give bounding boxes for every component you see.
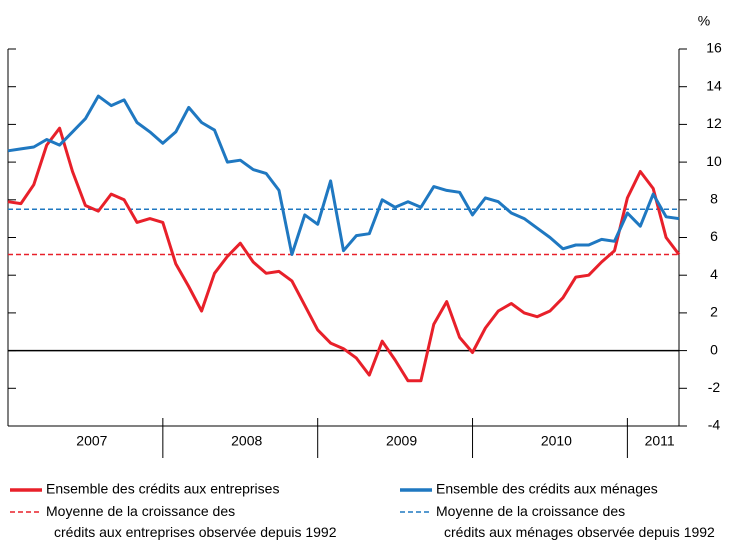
y-tick-label: -4 [708, 417, 721, 433]
legend-label: Ensemble des crédits aux ménages [436, 481, 658, 497]
y-tick-label: 0 [710, 341, 718, 357]
legend-label: Ensemble des crédits aux entreprises [46, 481, 279, 497]
data-line [7, 126, 681, 383]
y-tick-label: 2 [710, 304, 718, 320]
x-tick-label: 2011 [645, 433, 675, 449]
y-tick-label: 10 [706, 153, 722, 169]
x-tick-label: 2009 [386, 433, 417, 449]
x-tick-label: 2008 [231, 433, 262, 449]
y-tick-label: 14 [706, 77, 722, 93]
legend-label: Moyenne de la croissance des crédits aux … [436, 503, 715, 540]
data-line [7, 94, 680, 256]
legend-label: Moyenne de la croissance des crédits aux … [46, 503, 337, 540]
y-tick-label: 16 [706, 40, 722, 56]
y-tick-label: 12 [706, 115, 722, 131]
y-tick-label: 8 [710, 191, 718, 207]
y-tick-label: 6 [710, 228, 718, 244]
x-tick-label: 2007 [76, 433, 107, 449]
x-tick-label: 2010 [541, 433, 572, 449]
unit-label: % [698, 13, 710, 29]
y-tick-label: 4 [710, 266, 718, 282]
y-tick-label: -2 [708, 379, 721, 395]
